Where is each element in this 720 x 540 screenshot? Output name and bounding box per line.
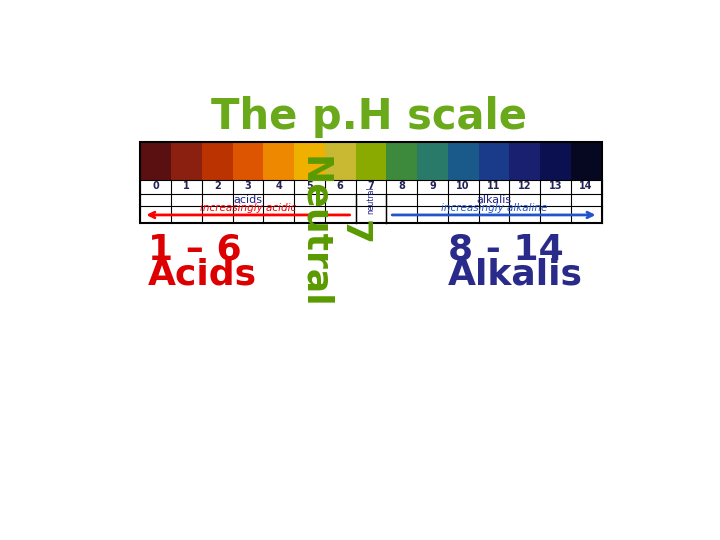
Text: 13: 13 bbox=[549, 181, 562, 191]
Text: increasingly acidic: increasingly acidic bbox=[200, 204, 296, 213]
Bar bbox=[387, 142, 417, 180]
Text: alkalis: alkalis bbox=[477, 195, 511, 205]
Bar bbox=[540, 142, 571, 180]
Bar bbox=[171, 142, 202, 180]
Bar bbox=[571, 142, 601, 180]
Text: increasingly alkaline: increasingly alkaline bbox=[441, 204, 547, 213]
Text: 3: 3 bbox=[245, 181, 251, 191]
Bar bbox=[140, 142, 601, 224]
Text: 8 - 14: 8 - 14 bbox=[449, 233, 564, 267]
Bar bbox=[294, 142, 325, 180]
Text: 10: 10 bbox=[456, 181, 470, 191]
Bar bbox=[264, 142, 294, 180]
Bar bbox=[509, 142, 540, 180]
Text: 0: 0 bbox=[153, 181, 159, 191]
Bar bbox=[356, 142, 387, 180]
Text: 1 – 6: 1 – 6 bbox=[148, 233, 242, 267]
Text: The p.H scale: The p.H scale bbox=[211, 96, 527, 138]
Text: acids: acids bbox=[233, 195, 263, 205]
Text: 8: 8 bbox=[398, 181, 405, 191]
Text: 5: 5 bbox=[306, 181, 312, 191]
Bar bbox=[140, 142, 171, 180]
Bar bbox=[202, 142, 233, 180]
Bar bbox=[479, 142, 509, 180]
Text: 4: 4 bbox=[275, 181, 282, 191]
Text: 7
Neutral: 7 Neutral bbox=[297, 157, 371, 309]
Text: 2: 2 bbox=[214, 181, 220, 191]
Text: 9: 9 bbox=[429, 181, 436, 191]
Text: 1: 1 bbox=[183, 181, 190, 191]
Bar bbox=[417, 142, 448, 180]
Text: Alkalis: Alkalis bbox=[449, 257, 583, 291]
Bar bbox=[325, 142, 356, 180]
Bar bbox=[233, 142, 264, 180]
Text: neutral: neutral bbox=[366, 186, 375, 214]
Text: 6: 6 bbox=[337, 181, 343, 191]
Text: 12: 12 bbox=[518, 181, 531, 191]
Text: Acids: Acids bbox=[148, 257, 257, 291]
Text: 11: 11 bbox=[487, 181, 500, 191]
Text: 14: 14 bbox=[580, 181, 593, 191]
Text: 7: 7 bbox=[368, 181, 374, 191]
Bar bbox=[448, 142, 479, 180]
